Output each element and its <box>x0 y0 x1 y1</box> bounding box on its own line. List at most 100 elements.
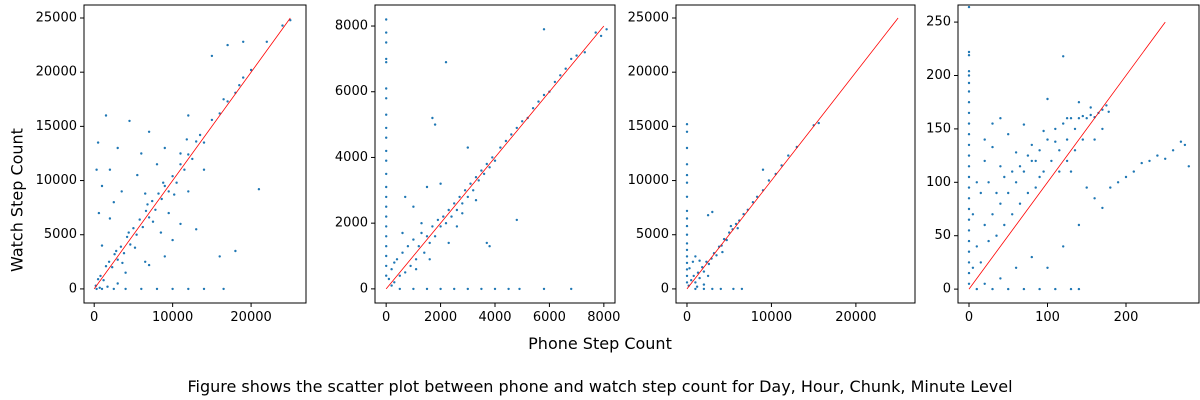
scatter-point <box>1069 287 1073 291</box>
scatter-point <box>1014 151 1018 154</box>
scatter-point <box>688 267 691 270</box>
scatter-point <box>1065 138 1069 141</box>
scatter-point <box>755 195 759 198</box>
scatter-point <box>987 181 990 184</box>
scatter-point <box>1089 106 1092 109</box>
scatter-point <box>999 277 1002 280</box>
scatter-point <box>107 260 111 263</box>
y-tick-label: 250 <box>926 15 951 30</box>
scatter-point <box>385 245 388 248</box>
scatter-point <box>238 84 241 87</box>
scatter-point <box>1077 117 1081 120</box>
scatter-point <box>1030 143 1034 147</box>
scatter-point <box>1007 191 1010 195</box>
scatter-point <box>406 245 410 248</box>
scatter-point <box>499 146 502 149</box>
scatter-point <box>187 153 190 156</box>
scatter-point <box>995 191 998 195</box>
scatter-point <box>162 181 165 184</box>
scatter-point <box>715 254 718 257</box>
scatter-point <box>414 258 418 261</box>
scatter-point <box>694 255 697 258</box>
scatter-point <box>455 225 459 228</box>
scatter-point <box>442 215 445 218</box>
scatter-point <box>518 287 521 291</box>
scatter-point <box>570 57 573 61</box>
scatter-point <box>1101 206 1104 210</box>
y-tick-label: 4000 <box>335 150 368 165</box>
scatter-point <box>691 260 695 263</box>
y-tick-label: 0 <box>943 282 951 297</box>
scatter-point <box>991 145 994 149</box>
scatter-point <box>694 281 697 284</box>
scatter-point <box>155 163 159 166</box>
scatter-point <box>599 34 603 38</box>
scatter-point <box>461 212 464 215</box>
scatter-point <box>1030 159 1034 163</box>
scatter-point <box>1026 154 1030 157</box>
scatter-point <box>179 222 182 226</box>
identity-line <box>686 17 899 290</box>
scatter-point <box>146 203 149 206</box>
scatter-point <box>431 225 434 228</box>
scatter-point <box>991 287 994 291</box>
identity-line <box>93 17 291 290</box>
scatter-point <box>210 54 214 58</box>
scatter-point <box>412 287 415 291</box>
scatter-point <box>385 205 388 208</box>
scatter-point <box>1065 159 1069 163</box>
scatter-points <box>685 121 820 291</box>
x-tick-label: 100 <box>1035 310 1060 325</box>
scatter-point <box>521 120 524 123</box>
scatter-point <box>1046 97 1049 101</box>
scatter-point <box>95 168 98 171</box>
scatter-point <box>1148 159 1151 163</box>
scatter-point <box>385 97 388 100</box>
scatter-point <box>385 57 388 61</box>
scatter-point <box>694 287 697 291</box>
y-tick-label: 10000 <box>628 173 669 188</box>
scatter-point <box>428 241 431 245</box>
scatter-point <box>202 287 206 291</box>
scatter-point <box>179 152 182 155</box>
scatter-point <box>542 93 546 97</box>
scatter-point <box>1046 138 1049 141</box>
scatter-point <box>171 238 174 242</box>
scatter-point <box>439 182 442 185</box>
scatter-point <box>979 191 982 195</box>
x-tick-label: 0 <box>683 310 691 325</box>
scatter-point <box>144 209 148 213</box>
y-tick-label: 200 <box>926 68 951 83</box>
scatter-point <box>722 237 726 241</box>
scatter-point <box>385 87 388 90</box>
scatter-point <box>129 243 132 246</box>
y-tick-label: 2000 <box>335 216 368 231</box>
scatter-point <box>160 197 163 201</box>
scatter-point <box>967 54 971 57</box>
scatter-point <box>202 141 206 144</box>
y-tick-label: 0 <box>69 281 77 296</box>
scatter-point <box>425 185 429 189</box>
scatter-point <box>817 121 820 125</box>
scatter-point <box>453 202 456 205</box>
scatter-point <box>453 287 456 291</box>
scatter-point <box>257 188 261 191</box>
scatter-point <box>685 224 689 228</box>
scatter-point <box>685 255 689 258</box>
scatter-point <box>222 98 225 101</box>
scatter-point <box>447 208 450 212</box>
scatter-point <box>140 152 143 155</box>
scatter-point <box>485 241 488 245</box>
scatter-point <box>975 287 978 291</box>
scatter-point <box>583 51 586 54</box>
scatter-point <box>1062 245 1065 248</box>
y-tick-label: 15000 <box>628 119 669 134</box>
scatter-point <box>222 287 225 291</box>
scatter-point <box>385 172 388 176</box>
scatter-point <box>242 40 245 43</box>
scatter-point <box>702 270 706 273</box>
scatter-point <box>433 123 437 126</box>
scatter-point <box>975 181 978 184</box>
scatter-point <box>685 248 689 252</box>
